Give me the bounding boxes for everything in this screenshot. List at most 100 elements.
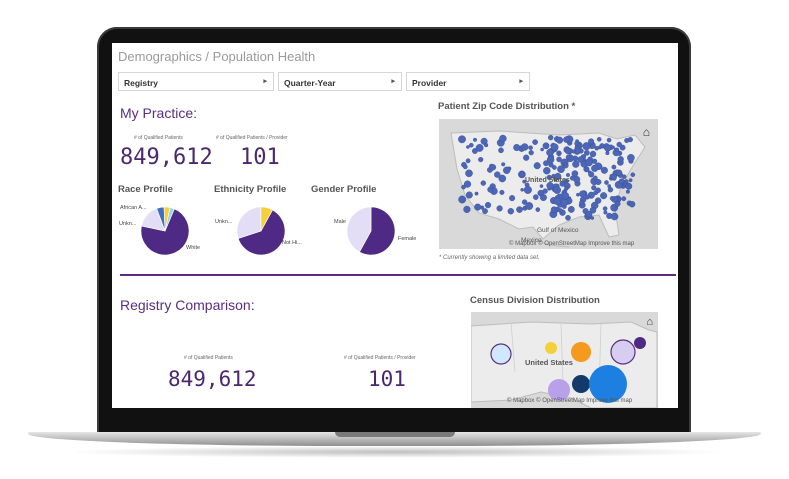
zip-dot [565,154,572,160]
zip-dot [533,162,541,170]
census-division-map[interactable]: ⌂ United States © Mapbox © OpenStreetMap… [470,312,658,408]
pie-slice[interactable] [237,209,286,256]
zip-dot [521,199,528,205]
zip-dot [590,216,595,220]
census-bubble [571,342,591,362]
zip-dot [474,203,482,211]
map-label-mexico: Mexico [521,237,542,244]
zip-dot [499,189,505,195]
zip-dot [589,207,597,214]
zip-dot [487,186,494,193]
map-attribution[interactable]: © Mapbox © OpenStreetMap Improve this ma… [507,398,633,404]
kpi-label: # of Qualified Patients / Provider [344,355,416,361]
zip-dot [468,142,474,148]
zip-dot [621,196,627,202]
zip-dot [528,145,533,151]
zip-dot [547,134,554,141]
filter-label: Registry [124,78,159,88]
zip-dot [607,184,612,189]
zip-dot [523,154,530,161]
filter-registry[interactable]: Registry ▸ [118,72,274,91]
zip-dot [543,160,549,167]
zip-dot [553,186,562,194]
zip-dot [528,150,534,156]
zip-dot [609,196,615,201]
zip-dot [628,178,633,183]
zip-dot [475,143,484,152]
ethnicity-profile-title: Ethnicity Profile [214,184,287,195]
census-map-title: Census Division Distribution [470,295,600,306]
zip-dot [616,141,622,148]
zip-dot [540,147,544,152]
zip-dot [494,171,501,178]
zip-dot [594,197,602,204]
zip-dot [564,148,571,155]
pie-slice[interactable] [236,206,262,239]
pie-slice[interactable] [140,208,190,256]
pie-slice[interactable] [164,207,175,232]
registry-kpi-patients-per-provider: 101 [368,367,406,391]
ethnicity-pie-chart[interactable] [236,206,286,256]
zip-code-map[interactable]: ⌂ United States Gulf of Mexico Mexico © … [439,119,658,249]
zip-dot [574,147,581,154]
chevron-right-icon: ▸ [263,78,267,85]
zip-map-title: Patient Zip Code Distribution * [438,101,576,112]
zip-dot [617,156,624,163]
us-map-shape [450,130,646,248]
pie-slice[interactable] [359,206,396,256]
zip-dot [615,169,623,176]
zip-dot [532,139,538,145]
zip-dot [546,156,555,164]
zip-dot [535,207,541,212]
laptop-notch [335,432,455,437]
zip-dot [539,184,544,188]
zip-dot [498,147,504,154]
zip-dot [611,145,615,150]
zip-dot [611,164,617,170]
zip-dot [565,215,571,221]
filter-label: Provider [412,78,447,88]
race-pie-chart[interactable] [140,206,190,256]
zip-dot [466,145,470,149]
census-bubble [545,342,557,354]
filter-provider[interactable]: Provider ▸ [406,72,530,91]
gender-profile-title: Gender Profile [311,184,377,195]
zip-dot [465,169,473,178]
zip-dot [553,197,562,206]
zip-dot [550,143,559,152]
zip-dot [501,162,506,167]
zip-dot [461,184,466,190]
zip-dot [498,174,507,183]
zip-dot [546,181,554,190]
zip-dot [539,193,547,201]
zip-dot [579,200,585,205]
census-bubble [589,365,627,403]
zip-dot [507,207,515,215]
registry-comparison-title: Registry Comparison: [120,297,255,313]
race-label-unknown: Unkn... [119,221,137,227]
pie-slice[interactable] [260,206,273,232]
zip-dot [480,180,486,186]
zip-dot [458,195,467,204]
filter-quarter-year[interactable]: Quarter-Year ▸ [278,72,402,91]
gender-pie-chart[interactable] [346,206,396,256]
home-icon[interactable]: ⌂ [646,316,653,328]
zip-dot [513,144,521,152]
census-bubble [490,343,512,365]
zip-dot [533,194,539,200]
census-bubble [610,339,636,365]
zip-dot [520,143,529,151]
zip-dot [605,151,610,156]
map-label-gulf: Gulf of Mexico [537,227,579,234]
zip-dot [630,172,636,178]
zip-dot [556,151,561,156]
zip-dot [624,138,630,144]
zip-dot [604,180,609,185]
zip-dot [502,166,511,174]
zip-dot [474,191,479,196]
pie-slice[interactable] [346,206,372,253]
kpi-label: # of Qualified Patients [184,355,233,361]
zip-dot [592,175,598,181]
map-attribution[interactable]: © Mapbox © OpenStreetMap Improve this ma… [509,241,635,247]
home-icon[interactable]: ⌂ [642,125,650,139]
